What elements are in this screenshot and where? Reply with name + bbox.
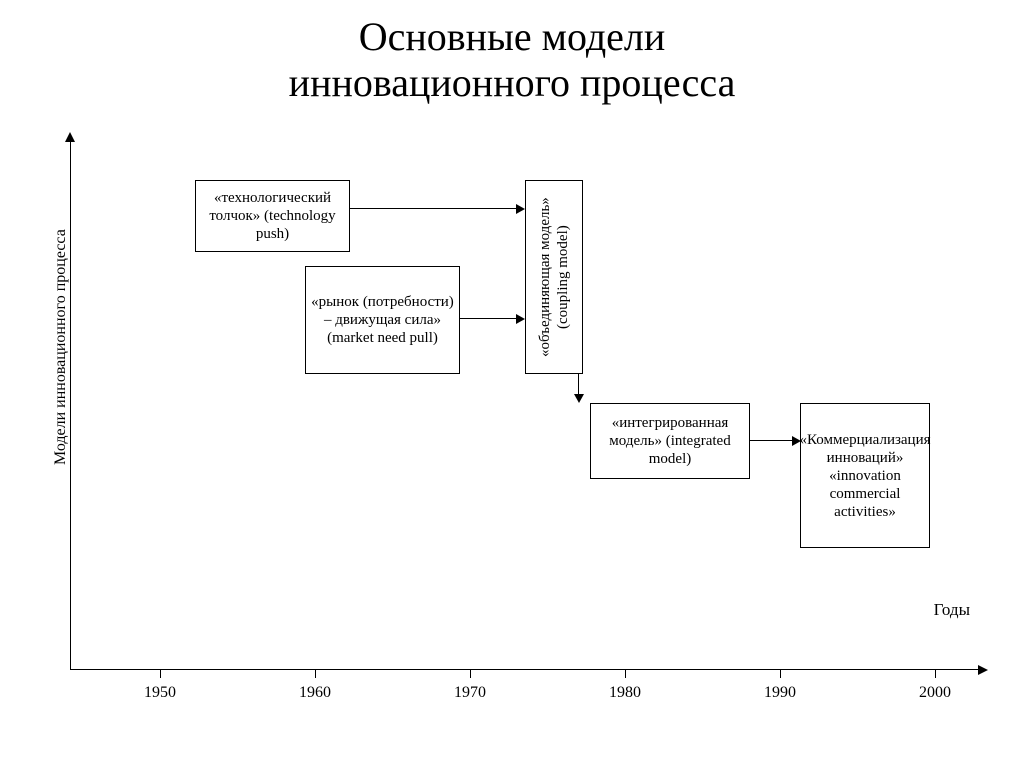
page: Основные модели инновационного процесса … xyxy=(0,0,1024,767)
x-tick-label: 1960 xyxy=(299,684,331,702)
x-tick xyxy=(780,670,781,678)
arrow-right-icon xyxy=(516,314,525,324)
y-axis-label: Модели инновационного процесса xyxy=(52,229,70,465)
title-line-2: инновационного процесса xyxy=(289,60,736,105)
x-tick-label: 1950 xyxy=(144,684,176,702)
connector xyxy=(350,208,516,209)
x-tick-label: 2000 xyxy=(919,684,951,702)
box-market-need-pull: «рынок (потребности) – движущая сила» (m… xyxy=(305,266,460,374)
box-technology-push: «технологический толчок» (technology pus… xyxy=(195,180,350,252)
x-axis-arrow xyxy=(978,665,988,675)
y-axis xyxy=(70,140,71,670)
x-tick-label: 1970 xyxy=(454,684,486,702)
box-coupling-model: «объединяющая модель» (coupling model) xyxy=(525,180,583,374)
x-tick xyxy=(315,670,316,678)
arrow-right-icon xyxy=(516,204,525,214)
x-tick-label: 1990 xyxy=(764,684,796,702)
connector xyxy=(460,318,516,319)
connector xyxy=(750,440,792,441)
x-tick xyxy=(935,670,936,678)
x-tick xyxy=(160,670,161,678)
arrow-right-icon xyxy=(792,436,801,446)
x-tick-label: 1980 xyxy=(609,684,641,702)
arrow-down-icon xyxy=(574,394,584,403)
box-integrated-model: «интегрированная модель» (integrated mod… xyxy=(590,403,750,479)
x-tick xyxy=(625,670,626,678)
box-coupling-model-text: «объединяющая модель» (coupling model) xyxy=(536,185,572,369)
connector xyxy=(578,374,579,394)
x-tick xyxy=(470,670,471,678)
title-line-1: Основные модели xyxy=(359,14,666,59)
x-axis-label: Годы xyxy=(934,600,970,620)
page-title: Основные модели инновационного процесса xyxy=(0,14,1024,106)
y-axis-arrow xyxy=(65,132,75,142)
box-innovation-commercial: «Коммерциализация инноваций» «innovation… xyxy=(800,403,930,548)
x-axis xyxy=(70,669,980,670)
timeline-plot: Модели инновационного процесса 195019601… xyxy=(70,140,980,700)
